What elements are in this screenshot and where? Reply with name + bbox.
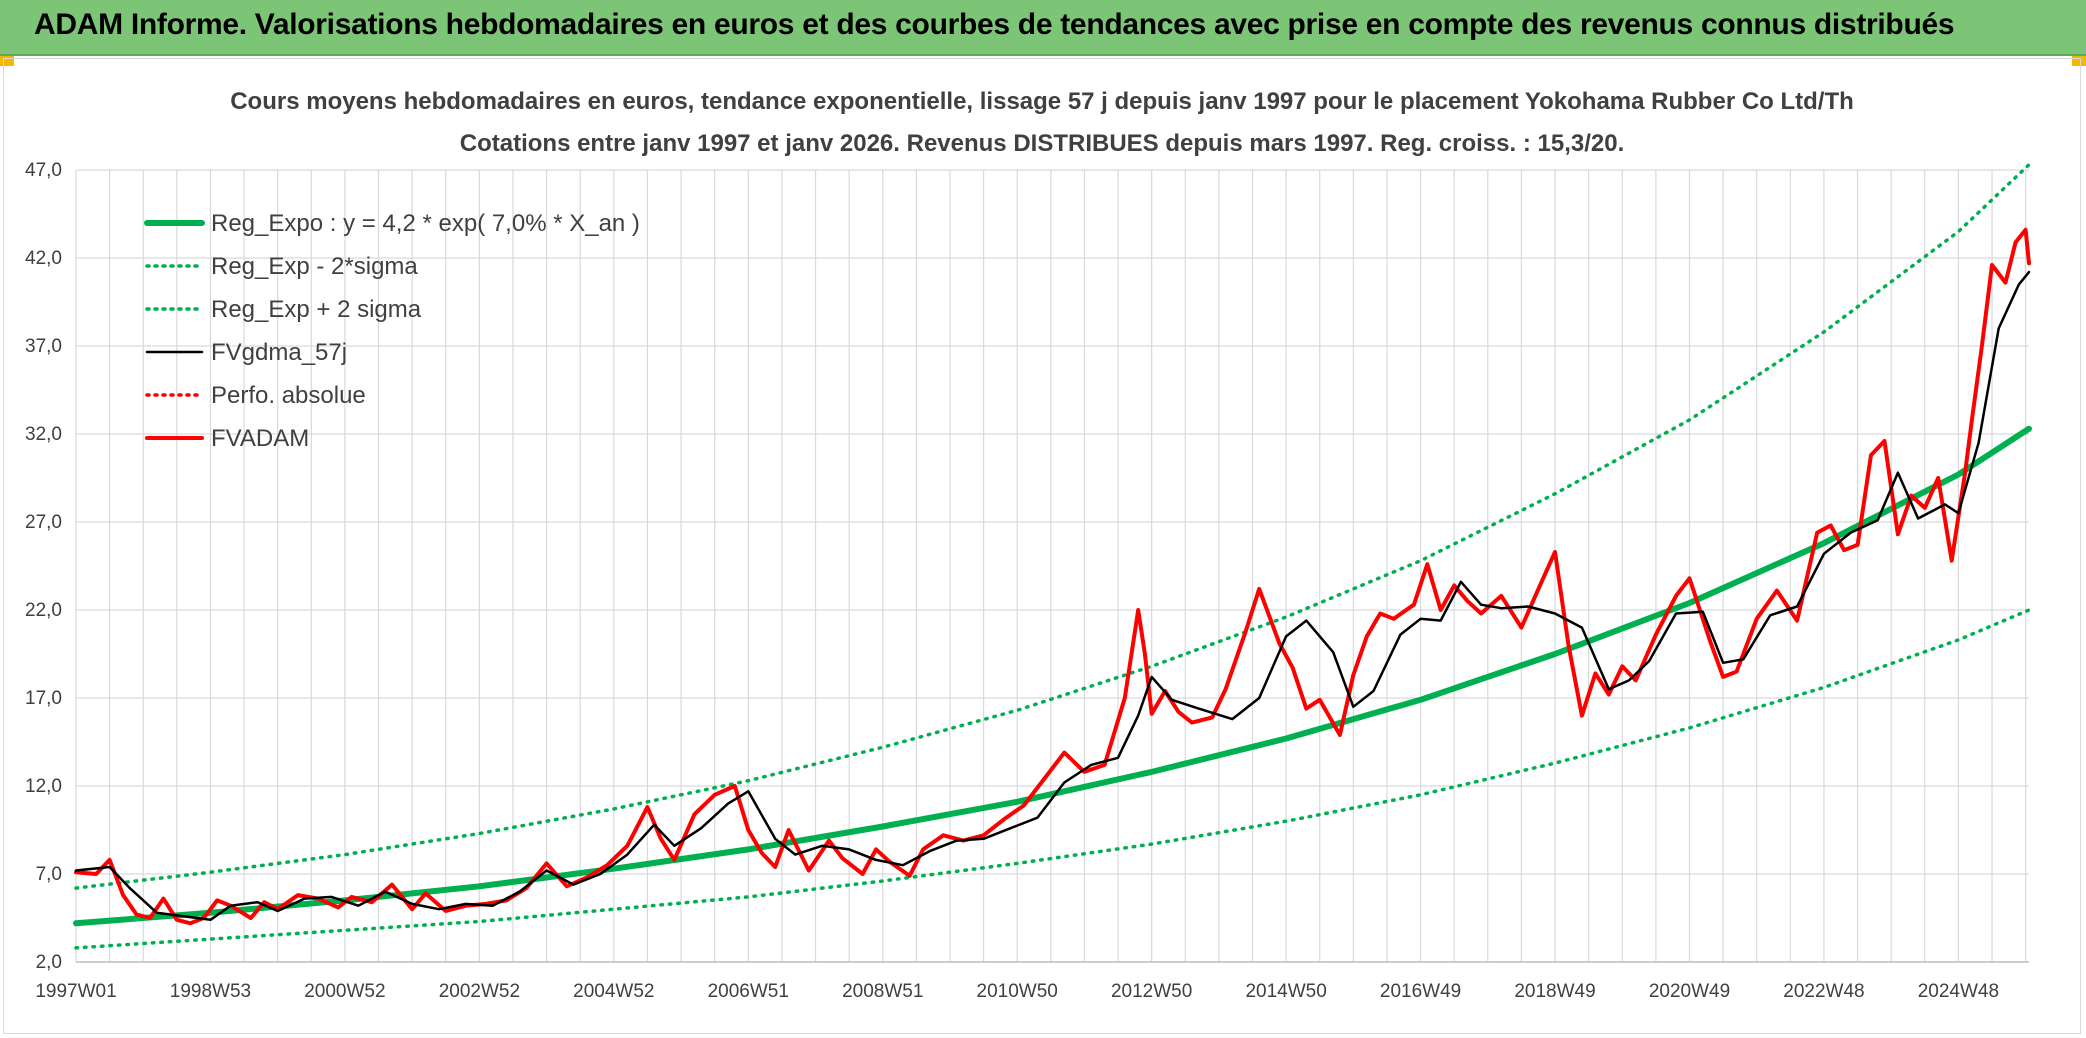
grid-layer	[75, 169, 2029, 963]
chart-frame: 2,0 7,0 12,0 17,0 22,0 27,0 32,0 37,0 42,0 47,0 19…	[3, 58, 2081, 1034]
legend-label-3: FVgdma_57j	[211, 339, 347, 366]
chart-subtitle: Cotations entre janv 1997 et janv 2026. …	[460, 130, 1625, 157]
x-tick-label: 2010W50	[977, 981, 1058, 1002]
report-title: ADAM Informe. Valorisations hebdomadaire…	[34, 8, 1955, 41]
x-tick-label: 2004W52	[573, 981, 654, 1002]
chart-svg: 2,0 7,0 12,0 17,0 22,0 27,0 32,0 37,0 42,0 47,0 19…	[25, 88, 2032, 1002]
y-tick-label: 47,0	[25, 160, 62, 181]
x-tick-label: 2012W50	[1111, 981, 1192, 1002]
legend-label-4: Perfo. absolue	[211, 382, 366, 409]
y-tick-label: 7,0	[36, 864, 62, 885]
corner-marker-left	[0, 56, 14, 66]
series-line-5	[74, 227, 2031, 926]
series-layer	[73, 162, 2032, 950]
chart-title: Cours moyens hebdomadaires en euros, ten…	[230, 88, 1854, 115]
x-tick-label: 1998W53	[170, 981, 251, 1002]
series-line-1	[74, 608, 2031, 950]
x-tick-label: 2000W52	[304, 981, 385, 1002]
y-tick-label: 12,0	[25, 776, 62, 797]
x-tick-label: 2020W49	[1649, 981, 1730, 1002]
series-line-0	[73, 425, 2032, 927]
y-tick-label: 22,0	[25, 600, 62, 621]
x-tick-label: 2002W52	[439, 981, 520, 1002]
x-tick-label: 2022W48	[1783, 981, 1864, 1002]
series-line-2	[74, 162, 2031, 890]
y-tick-label: 2,0	[36, 952, 62, 973]
x-tick-label: 2008W51	[842, 981, 923, 1002]
x-tick-label: 1997W01	[35, 981, 116, 1002]
series-line-3	[74, 270, 2031, 922]
y-tick-label: 17,0	[25, 688, 62, 709]
x-tick-label: 2024W48	[1918, 981, 1999, 1002]
legend: Reg_Expo : y = 4,2 * exp( 7,0% * X_an ) R…	[144, 210, 640, 452]
report-banner: ADAM Informe. Valorisations hebdomadaire…	[0, 0, 2086, 56]
x-tick-label: 2018W49	[1514, 981, 1595, 1002]
legend-label-2: Reg_Exp + 2 sigma	[211, 296, 422, 323]
x-tick-label: 2006W51	[708, 981, 789, 1002]
y-tick-label: 37,0	[25, 336, 62, 357]
axis-layer: 2,0 7,0 12,0 17,0 22,0 27,0 32,0 37,0 42,0 47,0 19…	[25, 160, 2029, 1002]
y-tick-label: 27,0	[25, 512, 62, 533]
legend-label-0: Reg_Expo : y = 4,2 * exp( 7,0% * X_an )	[211, 210, 640, 237]
x-tick-label: 2014W50	[1245, 981, 1326, 1002]
x-tick-label: 2016W49	[1380, 981, 1461, 1002]
y-tick-label: 32,0	[25, 424, 62, 445]
y-tick-label: 42,0	[25, 248, 62, 269]
legend-label-5: FVADAM	[211, 425, 309, 452]
legend-label-1: Reg_Exp - 2*sigma	[211, 253, 418, 280]
corner-marker-right	[2072, 56, 2086, 66]
